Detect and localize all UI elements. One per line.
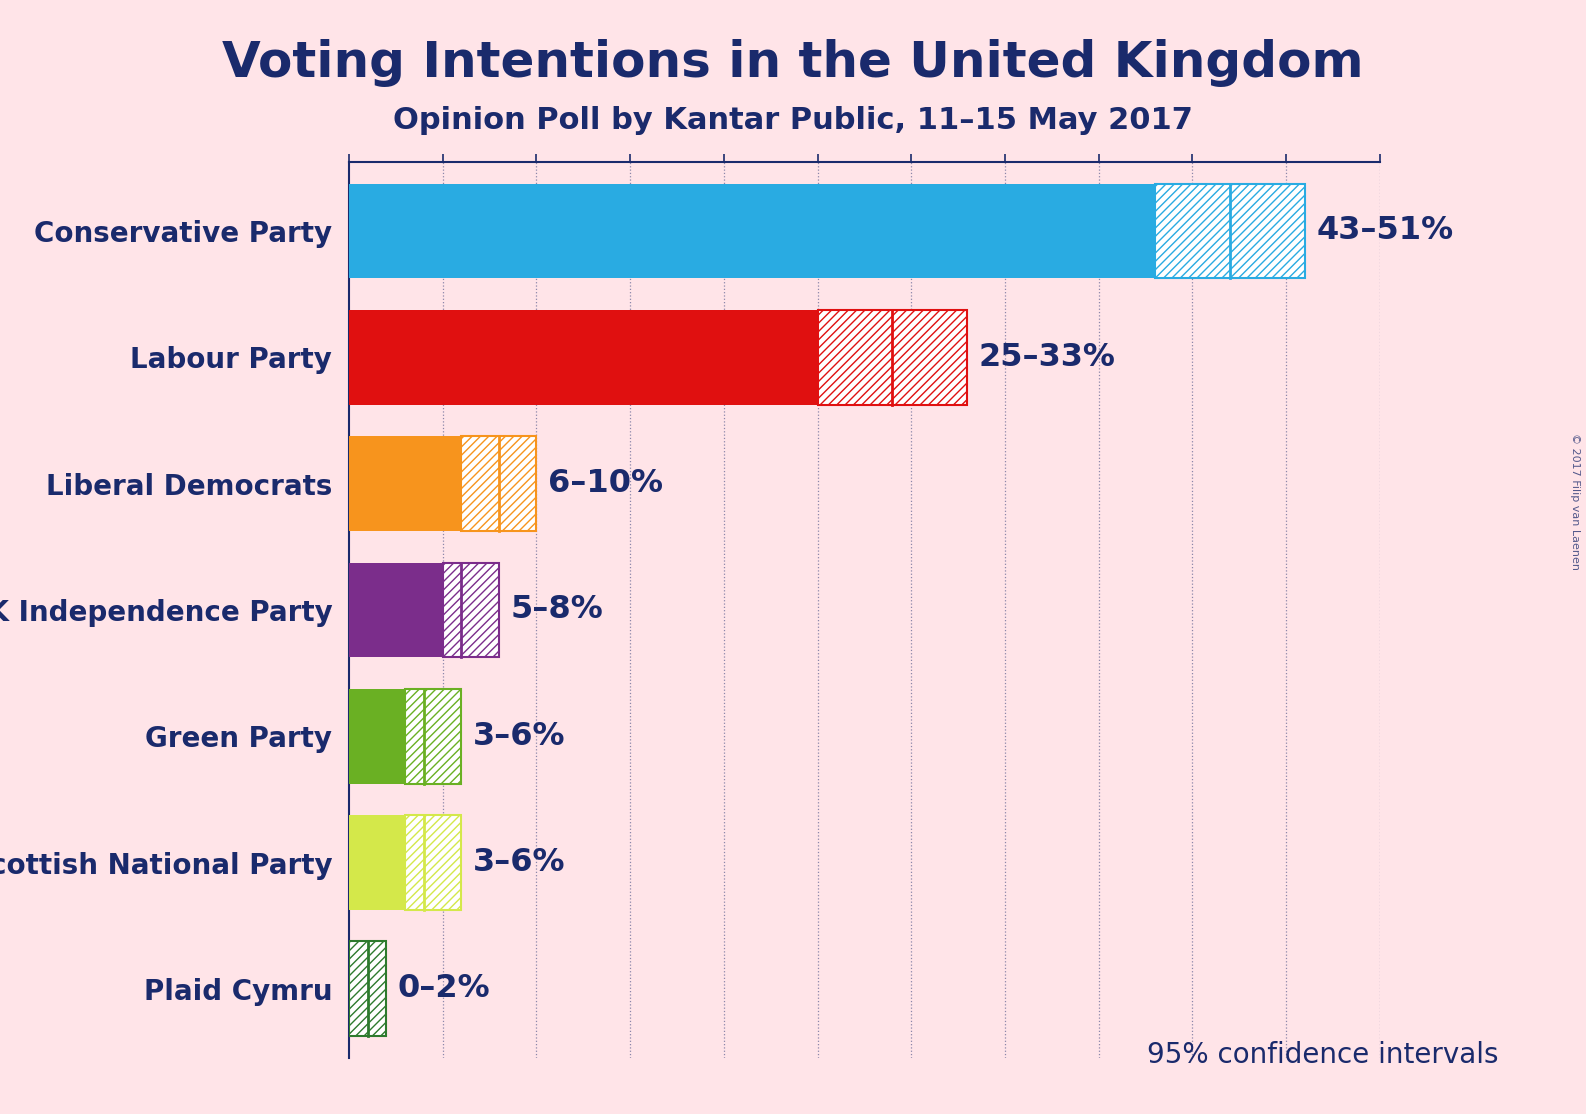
Bar [349, 563, 442, 657]
Bar [349, 437, 462, 531]
Bar [349, 941, 387, 1036]
Text: Voting Intentions in the United Kingdom: Voting Intentions in the United Kingdom [222, 39, 1364, 87]
Bar [404, 688, 462, 783]
Bar [1155, 184, 1305, 278]
Bar [349, 688, 404, 783]
Bar [349, 184, 1155, 278]
Text: 0–2%: 0–2% [398, 974, 490, 1005]
Text: 6–10%: 6–10% [547, 468, 663, 499]
Text: 95% confidence intervals: 95% confidence intervals [1147, 1042, 1499, 1069]
Text: 25–33%: 25–33% [979, 342, 1115, 373]
Bar [442, 563, 500, 657]
Text: Opinion Poll by Kantar Public, 11–15 May 2017: Opinion Poll by Kantar Public, 11–15 May… [393, 106, 1193, 135]
Text: 3–6%: 3–6% [473, 847, 565, 878]
Text: 43–51%: 43–51% [1316, 215, 1453, 246]
Bar [404, 815, 462, 910]
Text: © 2017 Filip van Laenen: © 2017 Filip van Laenen [1570, 433, 1580, 569]
Bar [349, 310, 817, 404]
Bar [817, 310, 967, 404]
Text: 3–6%: 3–6% [473, 721, 565, 752]
Bar [349, 815, 404, 910]
Text: 5–8%: 5–8% [511, 595, 603, 625]
Bar [462, 437, 536, 531]
